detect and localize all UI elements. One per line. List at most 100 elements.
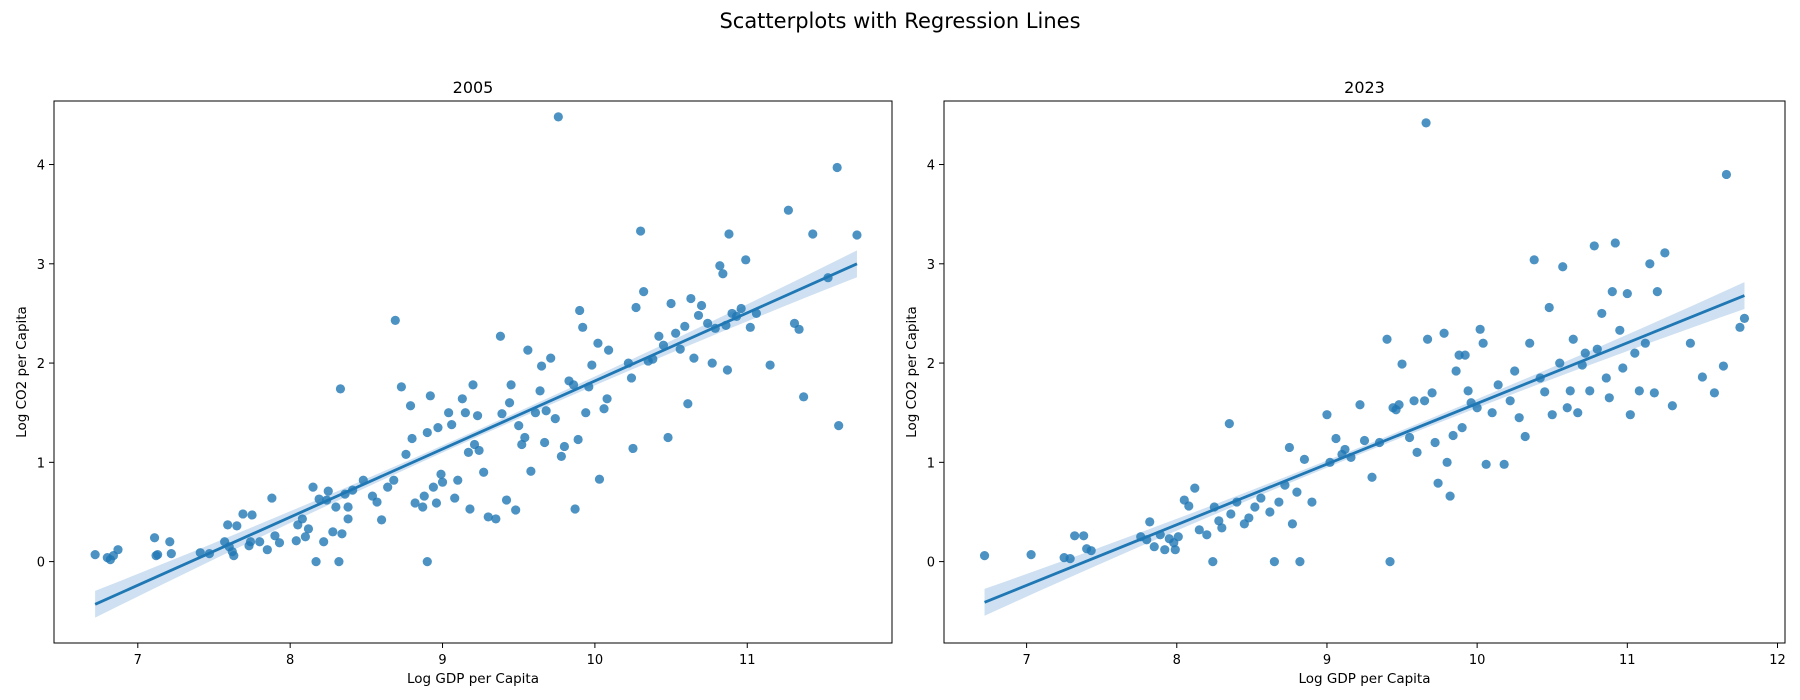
data-point [1421,118,1431,128]
data-point [1667,401,1677,411]
data-point [573,434,583,445]
data-point [1274,497,1284,507]
data-point [1244,513,1254,523]
data-point [520,432,530,443]
data-point [238,509,248,519]
data-point [1697,372,1708,382]
data-point [1565,386,1575,396]
data-point [1226,509,1236,519]
data-point [437,477,448,487]
data-point [270,531,280,541]
data-point [683,399,693,409]
data-point [1529,255,1539,265]
data-point [1026,550,1036,560]
panel-title: 2023 [1344,78,1385,97]
data-point [1597,308,1607,319]
data-point [1601,373,1611,383]
data-point [1592,344,1602,354]
data-point [570,504,580,514]
data-point [1359,435,1370,446]
data-point [1514,413,1524,423]
data-point [703,318,713,328]
data-point [575,305,585,316]
data-point [396,382,406,392]
data-point [1510,366,1520,376]
data-point [541,406,551,416]
data-point [1735,322,1745,332]
data-point [255,537,265,547]
data-point [553,112,563,122]
data-point [834,421,844,431]
y-axis-label: Log CO2 per Capita [904,306,920,438]
data-point [1460,350,1470,360]
data-point [707,358,717,368]
data-point [626,373,637,383]
data-point [680,321,690,331]
x-tick-label: 10 [1469,653,1486,668]
data-point [1419,396,1430,406]
data-point [794,324,804,334]
data-point [783,205,793,215]
data-point [686,293,696,304]
data-point [1615,325,1625,335]
data-point [1065,554,1075,564]
y-tick-label: 1 [37,456,45,471]
x-tick-label: 8 [286,653,294,668]
data-point [457,394,467,404]
data-point [267,493,277,503]
data-point [274,538,285,548]
data-point [1607,286,1617,297]
data-point [303,524,314,534]
data-point [223,520,233,530]
data-point [479,467,489,477]
data-point [1214,516,1224,526]
data-point [1422,334,1433,344]
x-tick-label: 7 [1022,653,1030,668]
data-point [331,502,341,512]
data-point [1505,396,1515,406]
data-point [604,345,614,355]
data-point [593,338,603,348]
data-point [1555,358,1565,368]
data-point [1190,483,1200,493]
data-point [1540,387,1550,397]
x-tick-label: 10 [587,653,604,668]
chart-panel-2005: 7 8 9 10 11 0 1 2 3 4 2005 Log GDP per Capita Log CO… [14,78,893,687]
data-point [1331,433,1341,444]
data-point [1397,359,1407,369]
data-point [1355,400,1365,410]
data-point [1573,408,1583,418]
data-point [376,515,387,525]
data-point [165,537,175,547]
data-point [550,414,560,424]
data-point [1493,380,1503,390]
data-point [436,469,446,479]
data-point [229,551,239,561]
data-point [666,298,676,309]
data-point [1194,525,1204,535]
data-point [1284,442,1295,453]
data-point [153,550,163,560]
data-point [765,360,775,370]
y-tick-label: 3 [37,258,45,273]
data-point [149,533,160,543]
x-tick-label: 12 [1769,653,1786,668]
data-point [1604,393,1614,403]
data-point [639,286,649,297]
data-point [536,361,547,371]
x-axis-label: Log GDP per Capita [1299,671,1431,687]
data-point [410,498,420,508]
data-point [514,421,524,431]
data-point [113,545,123,555]
data-point [559,441,570,452]
data-point [1640,338,1650,348]
data-point [1625,410,1635,420]
data-point [447,420,457,430]
y-tick-label: 1 [927,456,935,471]
data-point [1487,408,1497,418]
data-point [247,510,257,520]
x-tick-label: 11 [1619,653,1636,668]
data-point [314,494,324,504]
y-tick-label: 4 [927,159,935,174]
